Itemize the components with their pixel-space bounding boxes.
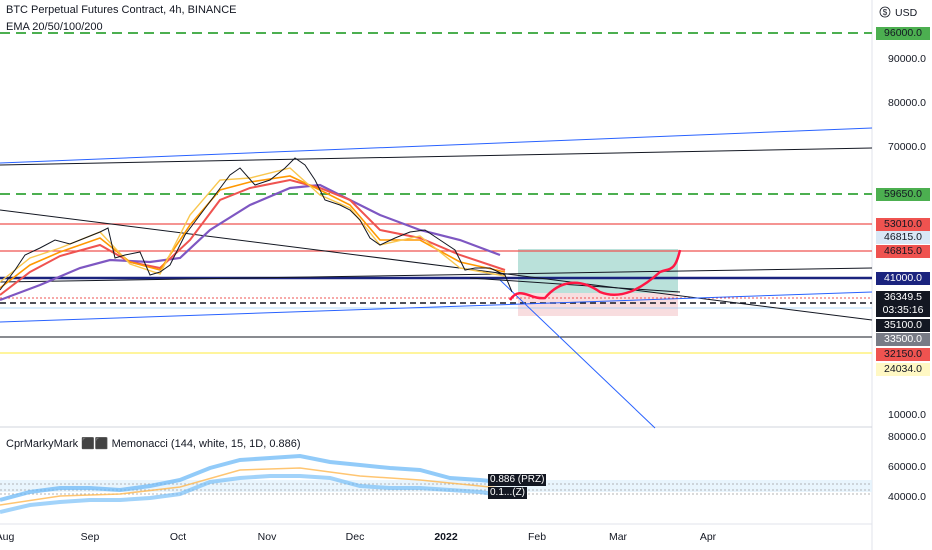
- price-candles: [0, 157, 513, 293]
- osc-band-light: [0, 480, 872, 492]
- osc-tick: 60000.0: [888, 461, 926, 473]
- price-tag-46815-range[interactable]: 46815.0: [876, 231, 930, 244]
- ema-200: [0, 183, 501, 302]
- chart-title: BTC Perpetual Futures Contract, 4h, BINA…: [6, 4, 237, 16]
- ema-100: [0, 178, 506, 296]
- time-label-dec: Dec: [345, 531, 365, 543]
- time-label-apr: Apr: [699, 531, 717, 543]
- osc-upper: [0, 453, 501, 502]
- time-label-aug: Aug: [0, 531, 15, 543]
- svg-text:$: $: [883, 8, 888, 17]
- time-label-2022: 2022: [434, 531, 458, 543]
- price-tick: 70000.0: [888, 141, 926, 153]
- time-label-feb: Feb: [527, 531, 547, 543]
- trendline-black-mid: [0, 267, 873, 283]
- osc-orange: [0, 467, 501, 506]
- price-tag-59650[interactable]: 59650.0: [876, 188, 930, 201]
- last-price-tag[interactable]: 36349.5: [876, 291, 930, 304]
- price-tick: 80000.0: [888, 97, 926, 109]
- price-tag-46815[interactable]: 46815.0: [876, 245, 930, 258]
- stop-zone: [518, 293, 678, 316]
- trendline-blue-upper: [0, 127, 873, 164]
- osc-z-label: 0.1...(Z): [488, 487, 528, 499]
- osc-prz-label: 0.886 (PRZ): [488, 474, 547, 486]
- price-tag-41000[interactable]: 41000.0: [876, 272, 930, 285]
- trendline-black-upper: [0, 147, 873, 166]
- countdown-tag: 03:35:16: [876, 304, 930, 317]
- trendline-blue-drop: [499, 279, 656, 429]
- time-label-oct: Oct: [169, 531, 187, 543]
- osc-tick: 40000.0: [888, 491, 926, 503]
- projection-path: [508, 249, 682, 301]
- trendline-blue-lower: [0, 291, 873, 323]
- ema-20: [0, 167, 506, 283]
- price-tag-35100[interactable]: 35100.0: [876, 319, 930, 332]
- price-tag-96000[interactable]: 96000.0: [876, 27, 930, 40]
- price-tag-32150[interactable]: 32150.0: [876, 348, 930, 361]
- time-label-mar: Mar: [608, 531, 628, 543]
- price-tag-24034[interactable]: 24034.0: [876, 363, 930, 376]
- price-tag-53010[interactable]: 53010.0: [876, 218, 930, 231]
- trendline-short: [469, 277, 681, 293]
- price-tick: 90000.0: [888, 53, 926, 65]
- price-tick: 10000.0: [888, 409, 926, 421]
- oscillator-title: CprMarkyMark ⬛⬛ Memonacci (144, white, 1…: [6, 438, 301, 450]
- osc-lower: [0, 474, 501, 514]
- price-tag-33500[interactable]: 33500.0: [876, 333, 930, 346]
- trendline-black-descending: [0, 209, 873, 321]
- time-label-nov: Nov: [257, 531, 277, 543]
- osc-tick: 80000.0: [888, 431, 926, 443]
- ema-legend: EMA 20/50/100/200: [6, 21, 103, 33]
- time-label-sep: Sep: [80, 531, 100, 543]
- dollar-sign-icon: $: [879, 6, 891, 18]
- currency-label[interactable]: USD: [895, 7, 918, 19]
